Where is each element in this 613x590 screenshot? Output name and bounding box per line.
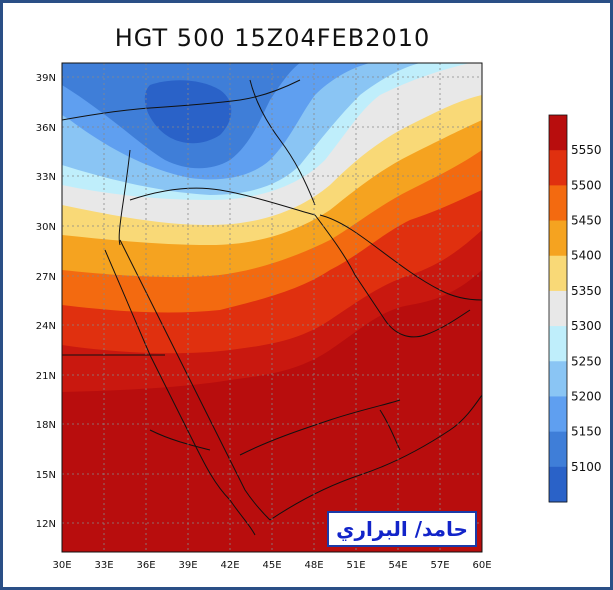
colorbar-segment — [549, 431, 567, 468]
colorbar-segment — [549, 255, 567, 292]
colorbar-label: 5400 — [571, 249, 602, 263]
lat-label: 36N — [36, 123, 56, 134]
colorbar-segment — [549, 361, 567, 397]
lon-label: 33E — [94, 560, 113, 571]
lon-label: 42E — [220, 560, 239, 571]
lat-label: 21N — [36, 371, 56, 382]
map-border — [61, 62, 483, 553]
iran-coast — [319, 214, 482, 301]
colorbar-label: 5550 — [571, 143, 602, 157]
colorbar-segment — [549, 220, 567, 257]
colorbar-segment — [549, 290, 567, 327]
lon-label: 45E — [262, 560, 281, 571]
colorbar-label: 5100 — [571, 460, 602, 474]
lat-label: 12N — [36, 519, 56, 530]
persian-gulf-coast — [314, 214, 471, 338]
lon-label: 48E — [304, 560, 323, 571]
lat-label: 39N — [36, 73, 56, 84]
lon-label: 30E — [52, 560, 71, 571]
colorbar-label: 5300 — [571, 319, 602, 333]
lon-label: 39E — [178, 560, 197, 571]
colorbar-border — [548, 114, 568, 503]
border-saudi-yemen — [239, 399, 401, 456]
colorbar: 5550 5500 5450 5400 5350 5300 5250 5200 5150 5100 — [548, 114, 602, 503]
colorbar-segment — [549, 150, 567, 186]
colorbar-segment — [549, 396, 567, 433]
lat-label: 24N — [36, 321, 56, 332]
lat-label: 33N — [36, 172, 56, 183]
lon-label: 57E — [430, 560, 449, 571]
lon-label: 51E — [346, 560, 365, 571]
arabian-south-coast — [269, 394, 482, 521]
turkey-coast — [62, 79, 301, 121]
african-coast — [104, 249, 256, 536]
border-saudi-north — [129, 187, 316, 216]
map-title: HGT 500 15Z04FEB2010 — [114, 24, 431, 52]
height-contours — [62, 63, 482, 552]
latitude-labels: 39N 36N 33N 30N 27N 24N 21N 18N 15N 12N — [36, 73, 56, 530]
colorbar-label: 5200 — [571, 389, 602, 403]
contour-band-core — [144, 80, 232, 144]
lon-label: 54E — [388, 560, 407, 571]
author-signature: حامد/ البراري — [327, 511, 477, 547]
lat-label: 15N — [36, 470, 56, 481]
colorbar-label: 5350 — [571, 284, 602, 298]
colorbar-label: 5500 — [571, 178, 602, 192]
colorbar-label: 5250 — [571, 354, 602, 368]
lat-label: 30N — [36, 222, 56, 233]
lat-label: 18N — [36, 420, 56, 431]
levant-coast — [118, 149, 131, 246]
colorbar-segment — [549, 326, 567, 362]
colorbar-segment — [549, 185, 567, 222]
colorbar-label: 5450 — [571, 214, 602, 228]
lat-label: 27N — [36, 272, 56, 283]
colorbar-segment — [549, 466, 567, 503]
colorbar-label: 5150 — [571, 425, 602, 439]
border-yemen-oman — [379, 409, 401, 451]
border-ethiopia — [149, 429, 211, 451]
lon-label: 60E — [472, 560, 491, 571]
border-iraq-iran — [249, 79, 316, 206]
colorbar-segment — [549, 115, 567, 151]
coastlines-borders — [62, 79, 482, 536]
red-sea-coast — [119, 239, 271, 521]
longitude-labels: 30E 33E 36E 39E 42E 45E 48E 51E 54E 57E … — [52, 560, 491, 571]
lon-label: 36E — [136, 560, 155, 571]
